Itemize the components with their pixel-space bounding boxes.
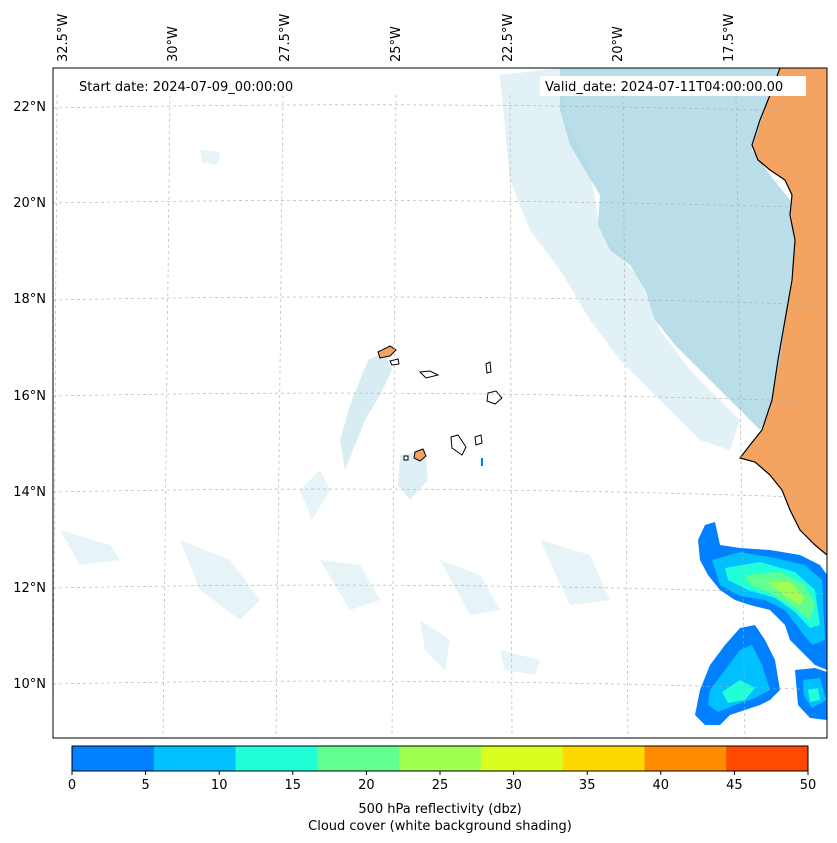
lon-tick-label: 20°W [611, 26, 626, 62]
colorbar: 0 5 10 15 20 25 30 35 40 45 50 500 hPa reflectivit… [68, 745, 816, 834]
colorbar-swatch [562, 746, 645, 771]
colorbar-swatch [317, 746, 400, 771]
cloud-streak-8 [420, 620, 450, 670]
start-date-box [72, 76, 312, 96]
storm-cell-1-peak [768, 582, 805, 605]
cloud-streak-1 [398, 450, 428, 500]
colorbar-swatches [72, 746, 809, 771]
lon-tick-label: 27.5°W [278, 14, 293, 62]
cloud-cover [60, 68, 795, 675]
island-brava [403, 455, 409, 461]
colorbar-tick-label: 5 [141, 778, 149, 793]
colorbar-tick-label: 45 [726, 778, 743, 793]
lat-tick-label: 16°N [13, 389, 46, 404]
lat-tick-label: 14°N [13, 485, 46, 500]
island-santiago [450, 434, 467, 456]
storm-cell-2-inner [722, 680, 755, 703]
cloud-plume-islands [340, 352, 392, 470]
lat-tick-label: 12°N [13, 581, 46, 596]
longitude-ticks: 32.5°W 30°W 27.5°W 25°W 22.5°W 20°W 17.5… [56, 14, 737, 62]
reflectivity-areas [695, 522, 827, 725]
reflectivity-speck [481, 458, 483, 466]
storm-cell-1-core [745, 572, 815, 620]
lat-tick-label: 10°N [13, 677, 46, 692]
cloud-streak-2 [300, 470, 330, 520]
cape-verde-islands [377, 345, 503, 466]
colorbar-swatch [153, 746, 237, 771]
cloud-streak-9 [500, 650, 540, 675]
valid-date-box [540, 76, 806, 96]
lon-tick-label: 32.5°W [56, 14, 71, 62]
lon-tick-label: 22.5°W [501, 14, 516, 62]
colorbar-ticks: 0 5 10 15 20 25 30 35 40 45 50 [68, 771, 816, 793]
cloud-streak-6 [540, 540, 610, 605]
start-date-label: Start date: 2024-07-09_00:00:00 [79, 80, 293, 95]
colorbar-tick-label: 30 [505, 778, 522, 793]
colorbar-swatch [480, 746, 564, 771]
colorbar-swatch [72, 746, 155, 771]
island-santo-antao [377, 345, 397, 359]
gridlines [53, 94, 827, 738]
colorbar-tick-label: 15 [285, 778, 302, 793]
colorbar-swatch [644, 746, 727, 771]
colorbar-tick-label: 40 [653, 778, 670, 793]
lon-tick-label: 17.5°W [722, 14, 737, 62]
lat-tick-label: 20°N [13, 196, 46, 211]
lat-tick-label: 18°N [13, 292, 46, 307]
lon-tick-label: 25°W [389, 26, 404, 62]
colorbar-tick-label: 10 [211, 778, 228, 793]
island-fogo [413, 448, 427, 462]
storm-cell-2-mid [708, 645, 770, 712]
africa-land [740, 68, 827, 555]
island-sal [485, 361, 492, 374]
map-frame [52, 67, 828, 739]
colorbar-tick-label: 35 [579, 778, 596, 793]
colorbar-title-line2: Cloud cover (white background shading) [308, 819, 572, 834]
lon-tick-label: 30°W [166, 26, 181, 62]
colorbar-title-line1: 500 hPa reflectivity (dbz) [358, 802, 521, 817]
colorbar-swatch [235, 746, 318, 771]
cloud-streak-3 [180, 540, 260, 620]
lat-tick-label: 22°N [13, 100, 46, 115]
island-sao-nicolau [418, 370, 440, 379]
latitude-ticks: 22°N 20°N 18°N 16°N 14°N 12°N 10°N [13, 100, 46, 692]
island-maio [474, 434, 483, 446]
cloud-streak-5 [440, 560, 500, 615]
cloud-mass-edge [500, 68, 740, 450]
cloud-streak-4 [320, 560, 380, 610]
colorbar-tick-label: 20 [358, 778, 375, 793]
valid-date-label: Valid_date: 2024-07-11T04:00:00.00 [545, 80, 783, 95]
cloud-streak-7 [60, 530, 120, 565]
colorbar-tick-label: 50 [800, 778, 817, 793]
island-sao-vicente [389, 358, 400, 366]
storm-cell-3-inner [808, 688, 820, 702]
cloud-mass-north [560, 68, 795, 430]
colorbar-swatch [399, 746, 482, 771]
africa-coastline [738, 68, 827, 556]
map-area [53, 68, 827, 738]
colorbar-tick-label: 25 [432, 778, 449, 793]
colorbar-tick-label: 0 [68, 778, 76, 793]
colorbar-swatch [726, 746, 809, 771]
cloud-streak-10 [200, 150, 220, 165]
